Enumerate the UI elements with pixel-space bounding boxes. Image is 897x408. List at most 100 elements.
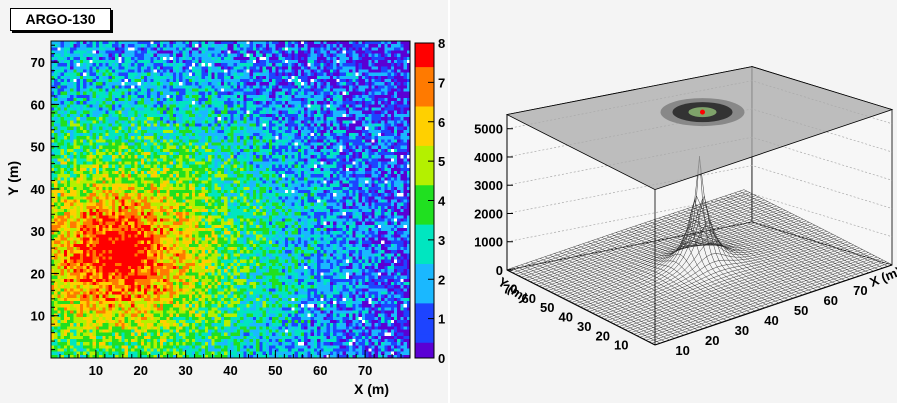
mesh-line-y xyxy=(554,213,792,294)
mesh-line-y xyxy=(607,240,845,321)
mesh-line-y xyxy=(610,241,848,323)
mesh-line-y xyxy=(643,258,881,339)
z-gridline xyxy=(506,165,893,214)
mesh-line-y xyxy=(598,235,836,317)
heatmap-chart: 10 20 30 40 50 60 70 10 20 30 40 50 60 70 X (m) Y (m) 0 1… xyxy=(5,36,446,397)
colorbar-segment xyxy=(415,161,434,170)
x-tick-label: 20 xyxy=(705,333,719,348)
colorbar-segment xyxy=(415,232,434,241)
y-tick-label: 70 xyxy=(31,55,45,70)
colorbar-segment xyxy=(415,247,434,257)
surface-mesh xyxy=(506,156,893,345)
colorbar-segment xyxy=(415,58,434,68)
colorbar-segment xyxy=(415,121,434,131)
y-tick-label: 30 xyxy=(31,224,45,239)
colorbar-segment xyxy=(415,224,434,233)
y-tick-label: 40 xyxy=(31,182,45,197)
x-tick-label: 40 xyxy=(223,363,237,378)
colorbar-segment xyxy=(415,50,434,60)
x-tick-label: 70 xyxy=(358,363,372,378)
x-axis-label: X (m) xyxy=(354,381,389,397)
colorbar-segment xyxy=(415,66,434,75)
colorbar-segment xyxy=(415,263,434,272)
top-plane xyxy=(505,66,894,191)
mesh-line-y xyxy=(651,262,890,344)
z-tick-label: 5000 xyxy=(474,122,503,137)
mesh-line-y xyxy=(601,237,839,318)
colorbar-segment xyxy=(415,350,434,359)
y-tick-label: 20 xyxy=(596,328,610,343)
surface-panel: 0 1000 2000 3000 4000 5000 10 20 30 40 50 60 70 10 20 3… xyxy=(450,0,897,403)
x-tick-label: 10 xyxy=(675,343,689,358)
colorbar-segment xyxy=(415,169,434,178)
colorbar-segment xyxy=(415,342,434,351)
z-gridline xyxy=(506,221,893,271)
contour-peak xyxy=(700,109,705,115)
mesh-line-y xyxy=(566,219,804,300)
mesh-line-y xyxy=(613,243,851,324)
colorbar-tick-label: 2 xyxy=(438,272,445,287)
heatmap-panel: 10 20 30 40 50 60 70 10 20 30 40 50 60 70 X (m) Y (m) 0 1… xyxy=(0,0,448,403)
colorbar-segment xyxy=(415,255,434,264)
mesh-line-y xyxy=(619,246,857,327)
z-tick-label: 4000 xyxy=(474,150,503,165)
mesh-line-y xyxy=(530,201,768,282)
mesh-line-y xyxy=(604,238,842,320)
colorbar-segment xyxy=(415,302,434,312)
colorbar-segment xyxy=(415,279,434,288)
colorbar-segment xyxy=(415,326,434,335)
y-tick-label: 10 xyxy=(31,309,45,324)
x-tick-label: 50 xyxy=(268,363,282,378)
y-tick-label: 40 xyxy=(559,310,573,325)
mesh-line-x xyxy=(587,241,736,318)
mesh-line-y xyxy=(548,210,786,291)
y-tick-label: 60 xyxy=(522,291,536,306)
y-tick-label: 60 xyxy=(31,97,45,112)
mesh-line-y xyxy=(646,259,884,341)
x-tick-label: 10 xyxy=(89,363,103,378)
colorbar-segment xyxy=(415,318,434,327)
mesh-line-y xyxy=(524,198,762,279)
colorbar-segment xyxy=(415,271,434,280)
panel-title: ARGO-130 xyxy=(10,8,111,31)
colorbar-segment xyxy=(415,98,434,107)
colorbar-tick-label: 7 xyxy=(438,75,445,90)
colorbar-tick-label: 5 xyxy=(438,154,445,169)
x-tick-label: 30 xyxy=(735,323,749,338)
colorbar-segment xyxy=(415,90,434,99)
x-tick-label: 40 xyxy=(764,313,778,328)
mesh-line-y xyxy=(583,198,822,309)
colorbar-tick-label: 4 xyxy=(438,194,446,209)
y-tick-label: 70 xyxy=(503,281,517,296)
mesh-line-y xyxy=(539,205,777,287)
colorbar-segment xyxy=(415,334,434,343)
mesh-line-y xyxy=(592,232,830,313)
colorbar-segment xyxy=(415,295,434,304)
mesh-line-y xyxy=(533,202,771,284)
colorbar-tick-label: 0 xyxy=(438,351,445,366)
mesh-line-y xyxy=(545,208,783,290)
colorbar-segment xyxy=(415,310,434,320)
mesh-line-y xyxy=(518,195,756,276)
colorbar-segment xyxy=(415,74,434,83)
mesh-line-y xyxy=(637,255,875,336)
mesh-line-y xyxy=(569,220,807,301)
x-tick-label: 60 xyxy=(313,363,327,378)
mesh-line-y xyxy=(557,214,795,296)
mesh-line-y xyxy=(622,247,860,329)
colorbar-segment xyxy=(415,82,434,91)
mesh-line-y xyxy=(616,244,854,326)
y-tick-label: 20 xyxy=(31,266,45,281)
colorbar-segment xyxy=(415,129,434,138)
mesh-line-y xyxy=(509,190,748,272)
z-tick-label: 2000 xyxy=(474,206,503,221)
mesh-line-y xyxy=(506,189,745,270)
colorbar-segment xyxy=(415,200,434,209)
y-tick-label: 30 xyxy=(577,319,591,334)
heatmap-cells xyxy=(51,41,410,358)
colorbar-segment xyxy=(415,216,434,225)
colorbar-segment xyxy=(415,239,434,249)
mesh-line-y xyxy=(625,249,863,330)
colorbar-segment xyxy=(415,153,434,162)
